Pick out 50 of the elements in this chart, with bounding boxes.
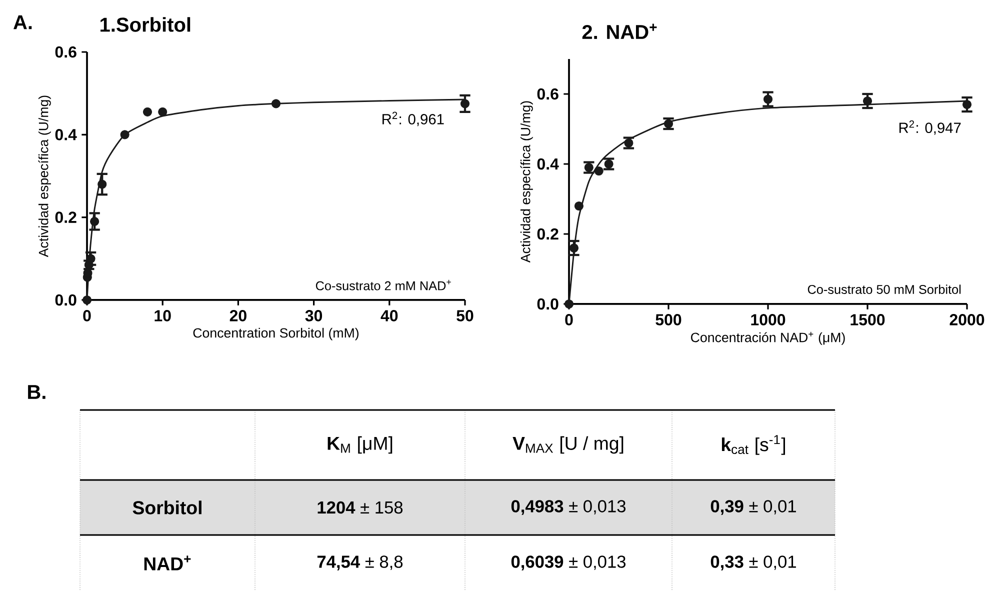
y-tick-label: 0.4 xyxy=(537,158,559,170)
point xyxy=(158,107,168,116)
text: 1204 ± 158 xyxy=(318,501,403,514)
annotation: R$^{2}$: 0,961 xyxy=(382,112,444,126)
chart-title: 1.Sorbitol xyxy=(100,17,190,32)
x-tick-label: 40 xyxy=(380,310,398,322)
point xyxy=(564,299,574,309)
text: A. xyxy=(14,15,32,30)
x-tick-label: 500 xyxy=(656,314,682,326)
text: Sorbitol xyxy=(132,500,202,514)
text: 0,6039 ± 0,013 xyxy=(511,556,626,570)
y-tick-label: 0.2 xyxy=(537,228,558,240)
annotation: Co-sustrato 2 mM NAD$^{+}$ xyxy=(316,280,451,290)
y-tick-label: 0.6 xyxy=(55,46,76,58)
x-tick-label: 2000 xyxy=(950,314,984,326)
point xyxy=(271,99,281,108)
x-tick-label: 0 xyxy=(83,310,91,322)
y-tick-label: 0.4 xyxy=(55,128,77,140)
x-tick-label: 20 xyxy=(230,310,246,322)
y-tick-label: 0.0 xyxy=(55,294,76,306)
point xyxy=(82,295,92,305)
y-axis-title: Actividad específica (U/mg) xyxy=(38,96,51,258)
x-tick-label: 10 xyxy=(154,310,171,322)
point xyxy=(120,130,130,140)
text: 0,4983 ± 0,013 xyxy=(511,500,626,515)
annotation: R$^{2}$: 0,947 xyxy=(899,120,961,135)
text: K$_{M}$ [μM] xyxy=(328,436,392,454)
x-axis-title: Concentración NAD$^{+}$ (μM) xyxy=(691,332,845,345)
y-tick-label: 0.6 xyxy=(537,88,558,100)
x-tick-label: 50 xyxy=(456,310,474,322)
text: 0,39 ± 0,01 xyxy=(710,500,796,515)
y-tick-label: 0.0 xyxy=(537,298,558,310)
y-tick-label: 0.2 xyxy=(55,212,76,223)
x-axis-title: Concentration Sorbitol (mM) xyxy=(193,328,359,340)
point xyxy=(594,166,604,176)
x-tick-label: 30 xyxy=(305,310,322,322)
text: k$_{cat}$ [s$^{-1}$] xyxy=(722,435,785,455)
text: NAD$^{+}$ xyxy=(144,556,191,570)
chart-title: 2. NAD$^{+}$ xyxy=(582,24,657,39)
x-tick-label: 0 xyxy=(565,314,573,326)
text: 74,54 ± 8,8 xyxy=(317,556,403,570)
x-tick-label: 1500 xyxy=(850,314,885,326)
x-tick-label: 1000 xyxy=(751,314,786,326)
text: V$_{MAX}$ [U / mg] xyxy=(512,436,624,454)
point xyxy=(574,201,584,211)
annotation: Co-sustrato 50 mM Sorbitol xyxy=(808,284,961,294)
text: 0,33 ± 0,01 xyxy=(710,556,796,570)
point xyxy=(142,107,152,116)
text: B. xyxy=(28,385,46,399)
y-axis-title: Actividad específica (U/mg) xyxy=(520,101,533,263)
